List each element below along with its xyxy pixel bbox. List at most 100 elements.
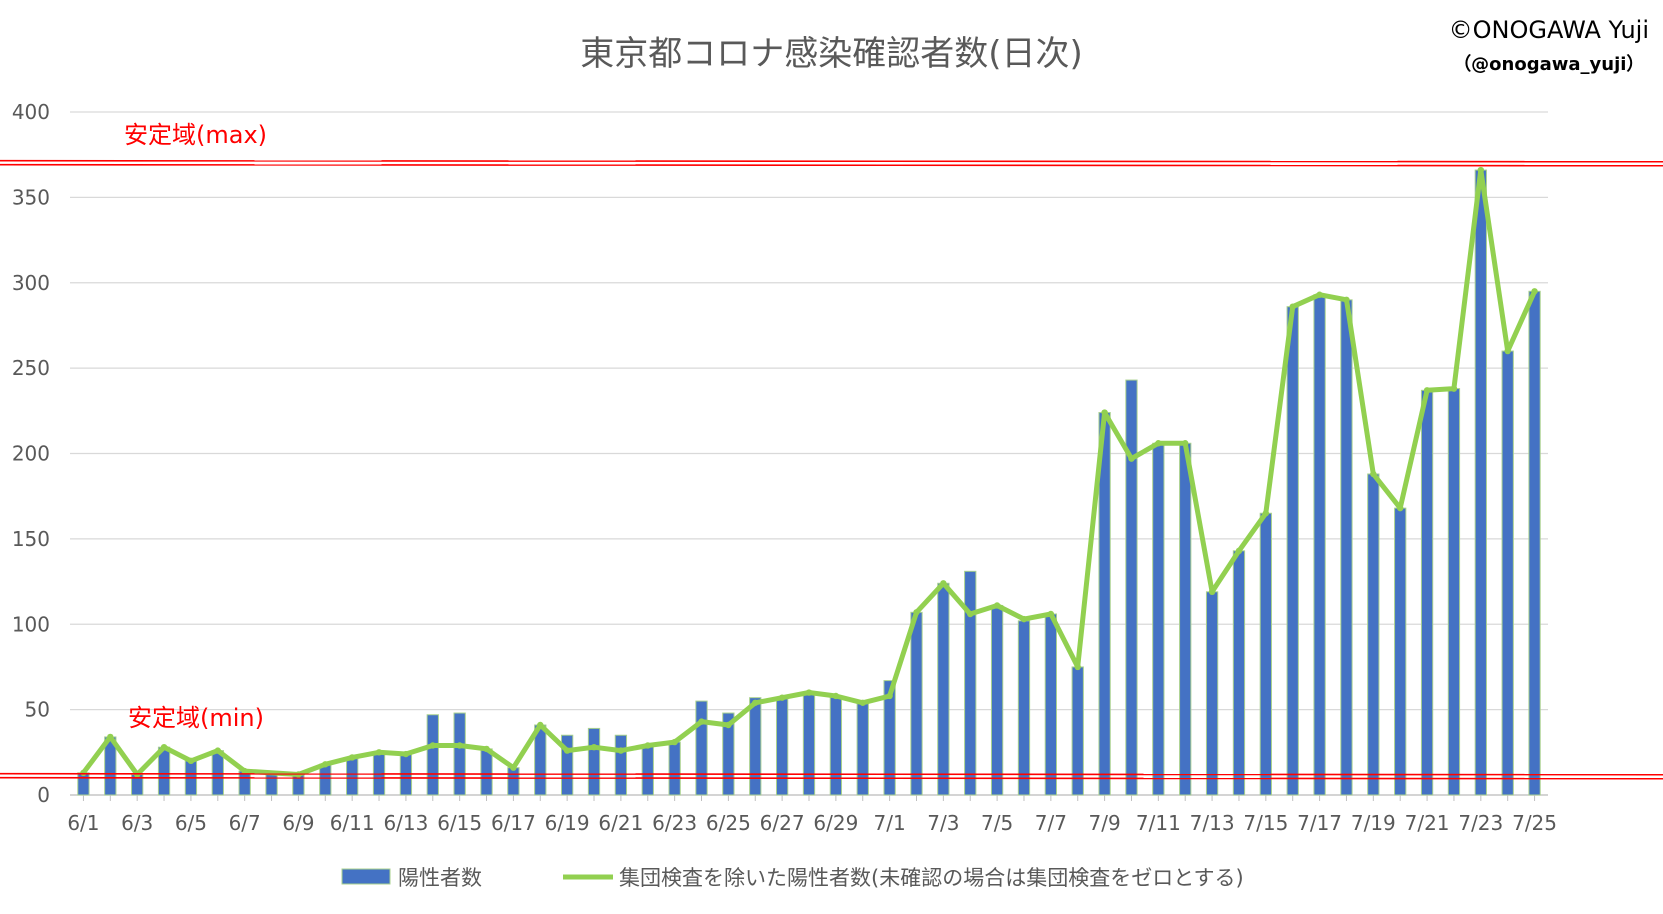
line-point [1477,166,1485,174]
bar [238,770,251,796]
y-tick-label: 50 [25,698,50,722]
bar [1071,666,1084,796]
bar [507,767,520,796]
bar [319,763,332,796]
x-tick-label: 6/1 [67,811,99,835]
line-point [1208,588,1216,596]
y-tick-label: 100 [12,612,50,636]
line-point [1262,510,1270,517]
bar [990,604,1004,796]
line-point [563,747,571,754]
bar [1205,591,1219,796]
line-point [80,769,87,777]
line-point [348,754,356,761]
bar [856,702,869,796]
x-tick-label: 6/9 [282,811,314,835]
line-point [1047,610,1055,618]
x-tick-label: 7/25 [1512,811,1557,835]
bar [1501,350,1514,796]
bar [1179,442,1192,796]
bar [668,741,681,796]
line-point [1101,409,1108,416]
line-point [752,699,759,706]
bar [749,697,762,796]
bar [1017,620,1031,796]
y-tick-label: 150 [12,527,50,551]
bar [1367,473,1380,796]
reference-line [0,776,1663,780]
x-tick-label: 6/7 [229,811,261,835]
reference-label: 安定域(max) [124,121,267,149]
bar [910,611,923,796]
bar [453,712,466,796]
line-point [993,602,1001,609]
x-tick-label: 7/1 [874,811,906,835]
line-point [483,745,490,753]
credit-handle: （@onogawa_yuji） [1453,54,1645,75]
line-point [1182,440,1189,447]
line-point [1370,470,1377,478]
line-point [402,750,410,758]
line-point [107,733,114,741]
line-point [805,689,813,696]
bar [1259,512,1272,796]
bar [1313,294,1326,796]
x-tick-label: 6/25 [706,811,751,835]
y-tick-label: 350 [12,185,50,209]
x-tick-label: 7/17 [1297,811,1342,835]
line-point [1155,440,1162,447]
line-point [214,747,221,754]
bar [587,727,601,796]
x-tick-label: 6/3 [121,811,153,835]
y-tick-label: 250 [12,356,50,380]
x-tick-label: 6/29 [813,811,858,835]
line-point [1397,504,1404,512]
line-point [1450,385,1458,392]
line-point [1531,288,1538,295]
bar [1447,388,1461,796]
line-point [1074,663,1081,671]
line-point [913,609,920,616]
line-point [859,699,866,706]
bar [614,734,628,796]
line-point [1316,291,1323,298]
x-tick-label: 6/13 [383,811,428,835]
line-point [456,742,463,749]
x-tick-label: 7/11 [1136,811,1181,835]
line-point [160,743,168,751]
line-point [187,757,195,765]
credit-name: ©ONOGAWA Yuji [1448,16,1649,44]
legend-swatch-bar [341,868,391,885]
bar [1152,442,1165,796]
line-point [590,743,598,751]
series-line [80,167,1538,777]
chart-title: 東京都コロナ感染確認者数(日次) [580,34,1083,74]
reference-line [0,772,1663,776]
bar [641,744,654,796]
bar [265,772,278,796]
x-tick-label: 7/15 [1243,811,1288,835]
x-tick-label: 6/17 [491,811,536,835]
bar [695,700,708,796]
line-point [1423,387,1431,394]
y-tick-label: 400 [12,100,50,124]
x-tick-label: 6/23 [652,811,697,835]
bar [1528,290,1541,796]
bar [775,697,789,796]
bar [211,750,224,796]
credit-block: ©ONOGAWA Yuji （@onogawa_yuji） [1449,16,1649,76]
line-point [1504,347,1511,355]
y-tick-label: 300 [12,271,50,295]
line-point [510,764,517,771]
x-tick-label: 6/15 [437,811,482,835]
x-tick-label: 6/21 [598,811,643,835]
line-point [537,721,544,729]
bar [1232,550,1246,796]
line-point [1235,547,1243,555]
x-tick-label: 6/19 [545,811,590,835]
x-tick-label: 6/5 [175,811,207,835]
line-point [241,767,248,775]
bar [77,772,90,796]
